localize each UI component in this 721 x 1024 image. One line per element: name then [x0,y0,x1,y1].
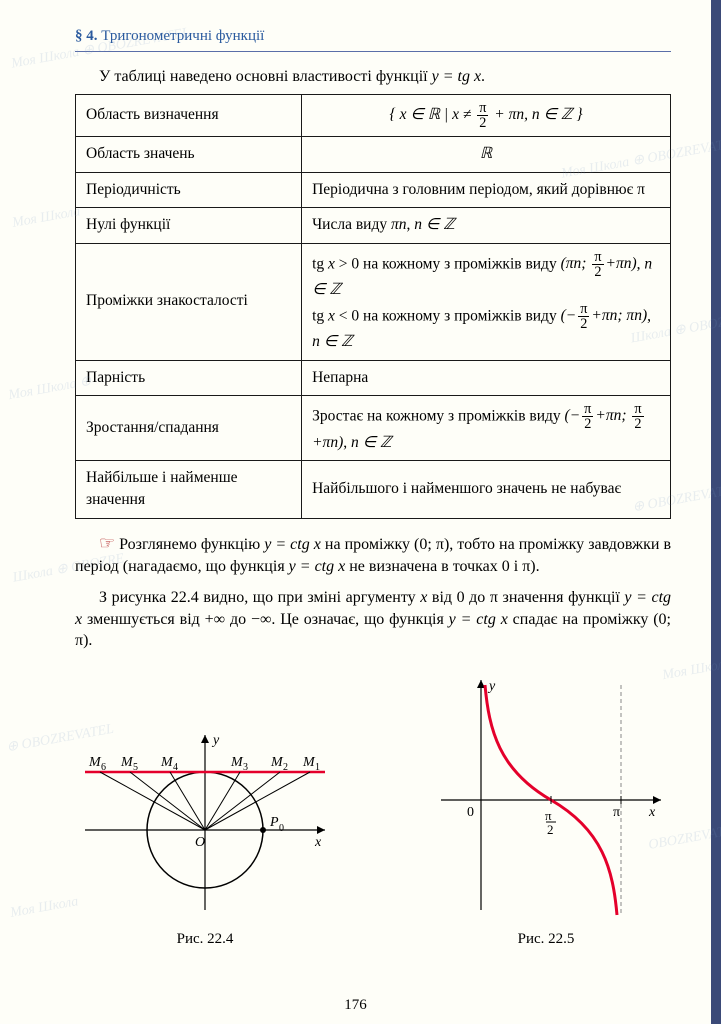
svg-text:x: x [314,835,322,850]
table-row: Парність Непарна [76,360,671,395]
figure-caption: Рис. 22.4 [75,931,335,948]
svg-text:O: O [195,835,205,850]
watermark: Моя Школа [11,204,82,232]
table-row: Нулі функції Числа виду πn, n ∈ ℤ [76,208,671,243]
svg-text:2: 2 [547,822,554,837]
prop-value: Непарна [302,360,671,395]
svg-text:0: 0 [467,805,474,820]
prop-label: Проміжки знакосталості [76,243,302,360]
page-number: 176 [0,997,711,1014]
section-title: Тригонометричні функції [101,28,264,44]
svg-text:π: π [613,805,620,820]
svg-text:M: M [160,755,174,770]
section-number: § 4. [75,28,98,44]
svg-text:P: P [269,815,279,830]
table-row: Проміжки знакосталості tg x > 0 на кожно… [76,243,671,360]
figures-row: P0 O x y M1 M2 M3 M4 M5 M6 Рис. 22.4 [75,670,671,948]
prop-value: { x ∈ ℝ | x ≠ π2 + πn, n ∈ ℤ } [302,94,671,137]
watermark: Моя Школа [9,894,80,922]
prop-label: Область визначення [76,94,302,137]
prop-value: ℝ [302,137,671,172]
svg-text:x: x [648,805,656,820]
table-row: Область значень ℝ [76,137,671,172]
svg-text:y: y [487,679,496,694]
svg-text:3: 3 [243,762,248,773]
table-row: Зростання/спадання Зростає на кожному з … [76,396,671,461]
ctg-graph: 0 x y π 2 π [421,670,671,920]
svg-text:M: M [302,755,316,770]
prop-value: Зростає на кожному з проміжків виду (−π2… [302,396,671,461]
svg-text:M: M [88,755,102,770]
svg-text:π: π [545,808,552,823]
prop-value: tg x > 0 на кожному з проміжків виду (πn… [302,243,671,360]
svg-text:M: M [120,755,134,770]
table-row: Найбільше і найменше значення Найбільшог… [76,461,671,519]
pointer-icon: ☞ [99,533,119,553]
svg-text:2: 2 [283,762,288,773]
intro-text: У таблиці наведено основні властивості ф… [75,66,671,88]
svg-text:4: 4 [173,762,178,773]
table-row: Періодичність Періодична з головним пері… [76,172,671,207]
paragraph-1: ☞Розглянемо функцію y = ctg x на проміжк… [75,531,671,577]
unit-circle-diagram: P0 O x y M1 M2 M3 M4 M5 M6 [75,720,335,920]
svg-text:M: M [270,755,284,770]
figure-22-5: 0 x y π 2 π Рис. 22.5 [421,670,671,948]
prop-label: Зростання/спадання [76,396,302,461]
table-row: Область визначення { x ∈ ℝ | x ≠ π2 + πn… [76,94,671,137]
prop-label: Парність [76,360,302,395]
svg-text:y: y [211,733,220,748]
svg-text:M: M [230,755,244,770]
svg-text:0: 0 [279,823,284,834]
svg-text:5: 5 [133,762,138,773]
prop-label: Найбільше і найменше значення [76,461,302,519]
textbook-page: Моя Школа ⊕ OBOZREVATEL Моя Школа Моя Шк… [0,0,721,1024]
header-rule [75,51,671,52]
svg-text:1: 1 [315,762,320,773]
figure-caption: Рис. 22.5 [421,931,671,948]
prop-label: Область значень [76,137,302,172]
prop-value: Періодична з головним періодом, який дор… [302,172,671,207]
section-header: § 4. Тригонометричні функції [75,28,671,45]
paragraph-2: З рисунка 22.4 видно, що при зміні аргум… [75,587,671,652]
prop-value: Числа виду πn, n ∈ ℤ [302,208,671,243]
prop-value: Найбільшого і найменшого значень не набу… [302,461,671,519]
svg-text:6: 6 [101,762,106,773]
figure-22-4: P0 O x y M1 M2 M3 M4 M5 M6 Рис. 22.4 [75,720,335,948]
properties-table: Область визначення { x ∈ ℝ | x ≠ π2 + πn… [75,94,671,519]
prop-label: Нулі функції [76,208,302,243]
prop-label: Періодичність [76,172,302,207]
